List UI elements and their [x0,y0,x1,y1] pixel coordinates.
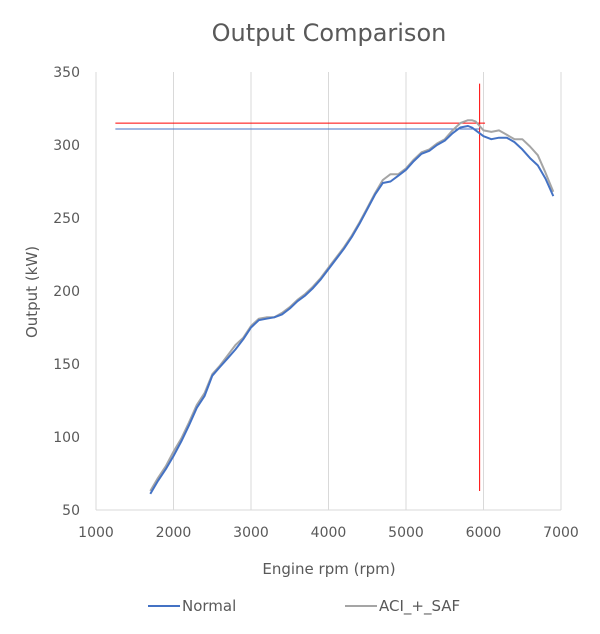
gridlines [95,72,562,510]
x-tick-label: 7000 [543,525,579,541]
legend: Normal ACI_+_SAF [148,597,460,616]
x-tick-label: 1000 [78,525,114,541]
y-tick-label: 200 [53,284,80,300]
x-tick-label: 6000 [466,525,502,541]
legend-label: ACI_+_SAF [379,597,460,616]
x-axis-title: Engine rpm (rpm) [262,560,395,578]
x-tick-label: 2000 [156,525,192,541]
x-tick-label: 3000 [233,525,269,541]
y-tick-label: 300 [53,138,80,154]
x-tick-label: 4000 [311,525,347,541]
chart-title: Output Comparison [212,19,447,47]
x-tick-label: 5000 [388,525,424,541]
y-tick-label: 250 [53,211,80,227]
y-tick-label: 100 [53,430,80,446]
y-tick-label: 150 [53,357,80,373]
legend-label: Normal [182,597,236,615]
reference-lines [115,83,486,492]
y-tick-label: 50 [62,503,80,519]
series-line-normal [149,125,555,495]
y-axis-title: Output (kW) [23,246,41,338]
series-lines [149,119,555,495]
y-tick-label: 350 [53,65,80,81]
axes: 1000 2000 3000 4000 5000 6000 7000 50 100 150 200 2… [53,65,579,541]
